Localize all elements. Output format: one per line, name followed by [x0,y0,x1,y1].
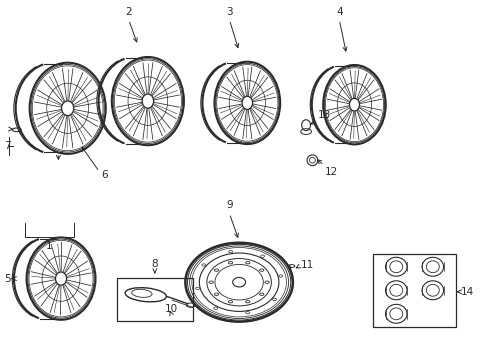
Text: 5: 5 [4,274,11,284]
Text: 6: 6 [101,170,107,180]
Text: 12: 12 [325,167,339,177]
Bar [117,278,193,320]
Text: 13: 13 [318,110,332,120]
Text: 11: 11 [301,260,314,270]
Text: 10: 10 [165,304,178,314]
Text: 14: 14 [461,287,474,297]
Text: 9: 9 [226,201,233,211]
Text: 7: 7 [4,141,11,151]
Text: 1: 1 [46,241,53,251]
Text: 2: 2 [125,7,132,17]
Text: 3: 3 [226,7,233,17]
Text: 8: 8 [151,258,158,269]
Bar [373,253,456,327]
Text: 4: 4 [336,7,343,17]
